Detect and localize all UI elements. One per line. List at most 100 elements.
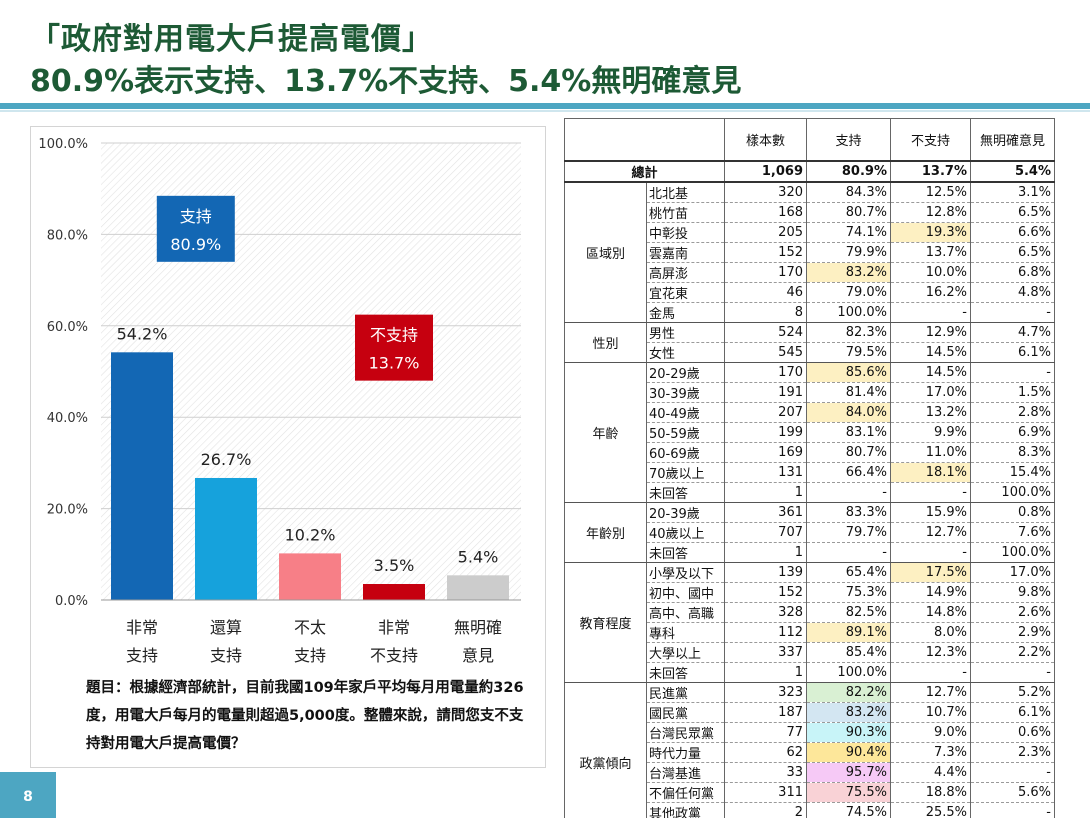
row-label: 台灣基進 [646, 762, 725, 783]
header-support: 支持 [806, 118, 891, 162]
table-corner [564, 118, 725, 162]
row-label: 時代力量 [646, 742, 725, 763]
cell-value: 11.0% [890, 442, 971, 463]
table-row: 女性 545 79.5% 14.5% 6.1% [565, 342, 1055, 363]
cell-value: 5.4% [970, 160, 1055, 183]
table-row: 區域別 北北基 320 84.3% 12.5% 3.1% [564, 181, 1055, 323]
category-label: 支持 [294, 646, 326, 665]
cell-value: 12.5% [890, 181, 971, 203]
row-label: 專科 [646, 622, 725, 643]
cell-value: 79.0% [806, 282, 891, 303]
cell-value: - [890, 482, 971, 503]
category-label: 無明確 [454, 618, 502, 637]
table-row: 台灣基進 33 95.7% 4.4% - [565, 762, 1055, 783]
category-label: 不支持 [370, 646, 418, 665]
cell-value: 7.3% [890, 742, 971, 763]
cell-value: 8.3% [970, 442, 1055, 463]
bar-chart-panel: 0.0% 20.0% 40.0% 60.0% 80.0% 100.0% 54.2% 非常 支持 2… [30, 126, 546, 768]
cell-value: - [890, 302, 971, 323]
cell-value: 361 [724, 502, 807, 523]
cell-value: 4.7% [970, 322, 1055, 343]
cell-value: 17.5% [890, 562, 971, 583]
cell-value: 84.0% [806, 402, 891, 423]
category-label: 不太 [294, 618, 326, 637]
cell-value: 0.8% [970, 502, 1055, 523]
table-row: 70歲以上 131 66.4% 18.1% 15.4% [565, 462, 1055, 483]
bar-value-label: 54.2% [117, 324, 168, 343]
cell-value: 328 [724, 602, 807, 623]
cell-value: 25.5% [890, 802, 971, 818]
cell-value: 1 [724, 482, 807, 503]
table-row: 年齡別 20-39歲 361 83.3% 15.9% 0.8% [564, 502, 1055, 563]
cell-value: - [806, 542, 891, 563]
row-label: 20-39歲 [646, 502, 725, 523]
cell-value: 6.1% [970, 702, 1055, 723]
cell-value: 7.6% [970, 522, 1055, 543]
row-label: 40-49歲 [646, 402, 725, 423]
cell-value: 2.9% [970, 622, 1055, 643]
cell-value: 85.4% [806, 642, 891, 663]
row-label: 台灣民眾黨 [646, 722, 725, 743]
cell-value: 12.8% [890, 202, 971, 223]
annotation-box [355, 314, 433, 381]
row-label: 國民黨 [646, 702, 725, 723]
cell-value: 9.9% [890, 422, 971, 443]
table-row: 50-59歲 199 83.1% 9.9% 6.9% [565, 422, 1055, 443]
y-tick-label: 60.0% [47, 320, 88, 335]
row-label: 60-69歲 [646, 442, 725, 463]
cell-value: 205 [724, 222, 807, 243]
header-sample-size: 樣本數 [724, 118, 807, 162]
cell-value: 95.7% [806, 762, 891, 783]
cell-value: - [890, 662, 971, 683]
row-label: 未回答 [646, 542, 725, 563]
row-label: 40歲以上 [646, 522, 725, 543]
y-tick-label: 0.0% [55, 594, 88, 609]
crosstab-table: 樣本數 支持 不支持 無明確意見 總計 1,069 80.9% 13.7% 5.4% 區域… [564, 118, 1055, 818]
cell-value: 4.8% [970, 282, 1055, 303]
cell-value: 337 [724, 642, 807, 663]
cell-value: 112 [724, 622, 807, 643]
cell-value: 5.6% [970, 782, 1055, 803]
row-label: 20-29歲 [646, 362, 725, 383]
cell-value: 4.4% [890, 762, 971, 783]
table-row: 40歲以上 707 79.7% 12.7% 7.6% [565, 522, 1055, 543]
cell-value: 82.3% [806, 322, 891, 343]
cell-value: 80.7% [806, 202, 891, 223]
row-label: 宜花東 [646, 282, 725, 303]
header-no-opinion: 無明確意見 [970, 118, 1055, 162]
crosstab-panel: 樣本數 支持 不支持 無明確意見 總計 1,069 80.9% 13.7% 5.4% 區域… [564, 118, 1055, 818]
table-row: 30-39歲 191 81.4% 17.0% 1.5% [565, 382, 1055, 403]
category-label: 非常 [126, 618, 158, 637]
row-label: 70歲以上 [646, 462, 725, 483]
cell-value: 545 [724, 342, 807, 363]
cell-value: - [970, 302, 1055, 323]
table-row: 時代力量 62 90.4% 7.3% 2.3% [565, 742, 1055, 763]
page-number: 8 [0, 772, 56, 818]
cell-value: 83.2% [806, 702, 891, 723]
bar [363, 584, 425, 600]
y-tick-label: 80.0% [47, 228, 88, 243]
group-label: 區域別 [564, 181, 647, 323]
cell-value: 12.7% [890, 682, 971, 703]
cell-value: 9.0% [890, 722, 971, 743]
cell-value: 15.4% [970, 462, 1055, 483]
table-row: 未回答 1- -100.0% [565, 482, 1055, 503]
cell-value: 6.5% [970, 202, 1055, 223]
cell-value: 14.8% [890, 602, 971, 623]
cell-value: 83.1% [806, 422, 891, 443]
cell-value: 17.0% [890, 382, 971, 403]
cell-value: 8.0% [890, 622, 971, 643]
cell-value: 18.8% [890, 782, 971, 803]
table-row: 桃竹苗 168 80.7% 12.8% 6.5% [565, 202, 1055, 223]
cell-value: 65.4% [806, 562, 891, 583]
table-row: 不偏任何黨 311 75.5% 18.8% 5.6% [565, 782, 1055, 803]
title-divider [0, 103, 1090, 109]
bar [447, 575, 509, 600]
cell-value: 33 [724, 762, 807, 783]
cell-value: 84.3% [806, 181, 891, 203]
table-row: 年齡 20-29歲 170 85.6% 14.5% - [564, 362, 1055, 503]
cell-value: 170 [724, 362, 807, 383]
cell-value: 14.9% [890, 582, 971, 603]
cell-value: 19.3% [890, 222, 971, 243]
cell-value: 62 [724, 742, 807, 763]
